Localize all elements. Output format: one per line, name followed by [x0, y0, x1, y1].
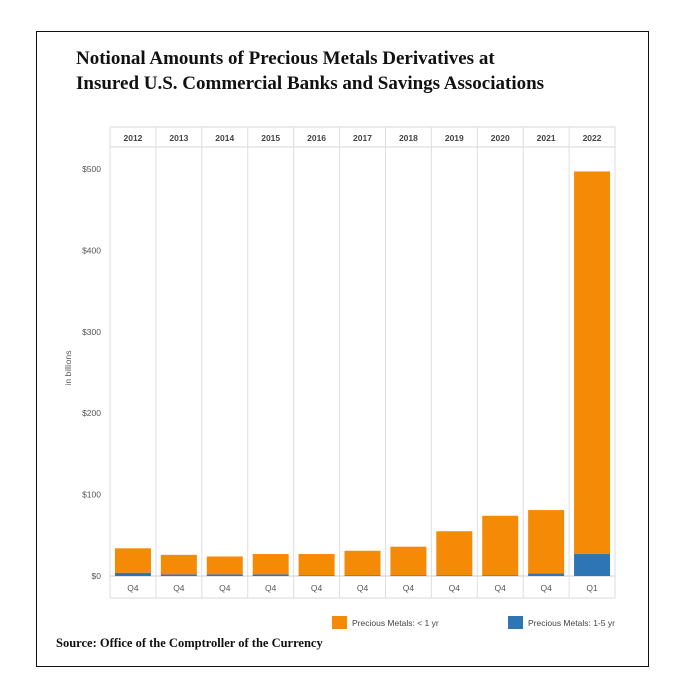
year-label: 2018 [399, 133, 418, 143]
year-label: 2021 [537, 133, 556, 143]
bar-precious-metals-1-yr [482, 515, 519, 576]
year-label: 2019 [445, 133, 464, 143]
y-tick-label: $0 [92, 571, 102, 581]
y-tick-label: $300 [82, 327, 101, 337]
year-label: 2017 [353, 133, 372, 143]
legend-swatch-precious-metals-1-yr [332, 616, 347, 629]
year-label: 2014 [215, 133, 234, 143]
year-headers: 2012 2013 2014 2015 2016 2017 2018 2019 2020 2021… [123, 133, 601, 143]
bar-precious-metals-1-yr [528, 510, 565, 574]
bar-precious-metals-1-yr [114, 548, 151, 573]
bar-precious-metals-1-5-yr [390, 575, 427, 576]
bar-precious-metals-1-yr [344, 550, 381, 576]
bar-precious-metals-1-5-yr [160, 574, 197, 576]
y-tick-label: $200 [82, 408, 101, 418]
y-tick-label: $100 [82, 490, 101, 500]
year-label: 2020 [491, 133, 510, 143]
bar-precious-metals-1-5-yr [482, 575, 519, 576]
bar-precious-metals-1-yr [574, 171, 611, 555]
y-axis: $0 $100 $200 $300 $400 $500 in billions [63, 164, 101, 581]
chart-title-line-2: Insured U.S. Commercial Banks and Saving… [76, 73, 545, 94]
y-tick-label: $400 [82, 245, 101, 255]
quarter-label: Q4 [403, 583, 415, 593]
bar-precious-metals-1-yr [206, 556, 243, 575]
chart-title-line-1: Notional Amounts of Precious Metals Deri… [76, 48, 495, 69]
bar-precious-metals-1-yr [390, 546, 427, 576]
legend: Precious Metals: < 1 yr Precious Metals: … [332, 616, 615, 629]
bar-precious-metals-1-yr [252, 554, 289, 575]
bar-precious-metals-1-5-yr [528, 573, 565, 576]
bar-precious-metals-1-5-yr [436, 575, 473, 576]
year-label: 2013 [169, 133, 188, 143]
quarter-label: Q1 [586, 583, 598, 593]
source-note: Source: Office of the Comptroller of the… [56, 636, 323, 650]
year-label: 2016 [307, 133, 326, 143]
year-label: 2012 [123, 133, 142, 143]
quarter-label: Q4 [449, 583, 461, 593]
bar-precious-metals-1-5-yr [298, 575, 335, 576]
y-axis-label: in billions [63, 351, 73, 386]
quarter-label: Q4 [495, 583, 507, 593]
quarter-label: Q4 [173, 583, 185, 593]
quarter-label: Q4 [127, 583, 139, 593]
bar-precious-metals-1-5-yr [344, 575, 381, 576]
bars [114, 171, 611, 576]
chart-title: Notional Amounts of Precious Metals Deri… [76, 46, 636, 96]
quarter-label: Q4 [311, 583, 323, 593]
bar-precious-metals-1-5-yr [252, 574, 289, 576]
bar-precious-metals-1-5-yr [574, 554, 611, 576]
quarter-label: Q4 [540, 583, 552, 593]
year-label: 2022 [583, 133, 602, 143]
year-label: 2015 [261, 133, 280, 143]
bar-precious-metals-1-yr [298, 554, 335, 576]
y-tick-label: $500 [82, 164, 101, 174]
legend-label-precious-metals-1-yr: Precious Metals: < 1 yr [352, 618, 439, 628]
legend-swatch-precious-metals-1-5-yr [508, 616, 523, 629]
quarter-label: Q4 [357, 583, 369, 593]
x-axis: Q4 Q4 Q4 Q4 Q4 Q4 Q4 Q4 Q4 Q4 Q1 [127, 583, 598, 593]
bar-precious-metals-1-yr [160, 554, 197, 575]
bar-precious-metals-1-yr [436, 531, 473, 576]
legend-label-precious-metals-1-5-yr: Precious Metals: 1-5 yr [528, 618, 615, 628]
quarter-label: Q4 [219, 583, 231, 593]
bar-precious-metals-1-5-yr [206, 574, 243, 576]
quarter-label: Q4 [265, 583, 277, 593]
bar-precious-metals-1-5-yr [114, 572, 151, 576]
